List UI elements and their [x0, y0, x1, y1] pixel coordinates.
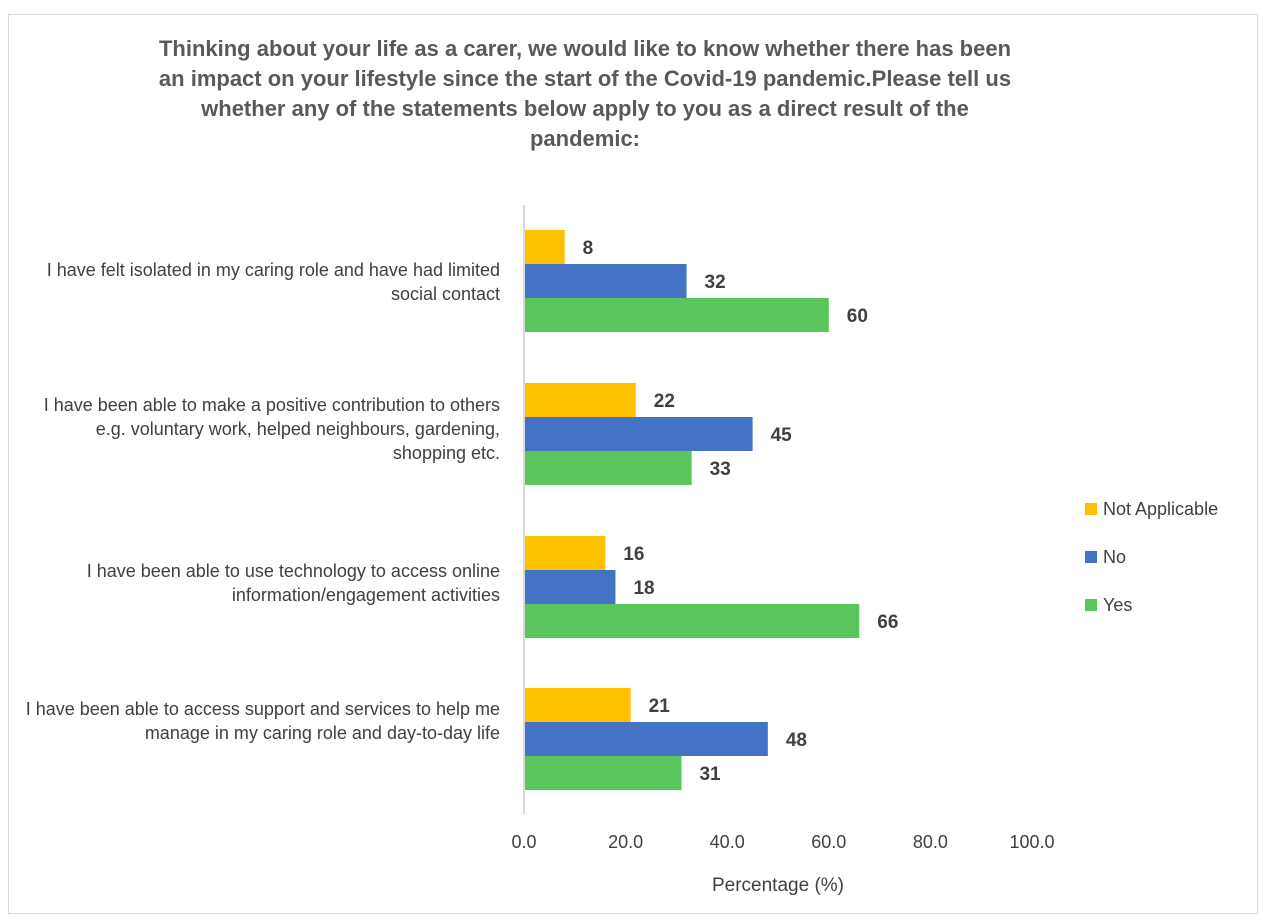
x-tick-label: 20.0 — [608, 832, 643, 852]
category-label: I have been able to make a positive cont… — [43, 395, 500, 463]
legend-label: Yes — [1103, 594, 1133, 615]
chart-title: Thinking about your life as a carer, we … — [158, 36, 1012, 151]
data-label: 8 — [583, 238, 594, 259]
data-label: 22 — [654, 391, 675, 412]
legend-swatch — [1085, 551, 1097, 563]
legend-item-no: No — [1085, 545, 1218, 569]
legend-label: Not Applicable — [1103, 498, 1219, 519]
legend-item-yes: Yes — [1085, 593, 1218, 617]
bar-no — [524, 264, 687, 298]
bar-no — [524, 417, 753, 451]
bar-not-applicable — [524, 383, 636, 417]
bar-not-applicable — [524, 536, 606, 570]
legend-swatch — [1085, 599, 1097, 611]
category-label: I have felt isolated in my caring role a… — [46, 260, 500, 304]
x-axis-label: Percentage (%) — [711, 875, 844, 896]
data-label: 66 — [877, 612, 898, 633]
bar-no — [524, 722, 768, 756]
data-label: 21 — [649, 696, 671, 717]
data-label: 60 — [847, 306, 868, 327]
data-label: 48 — [786, 730, 807, 751]
data-label: 18 — [633, 578, 654, 599]
category-label: I have been able to use technology to ac… — [86, 561, 500, 605]
data-label: 33 — [710, 459, 731, 480]
data-label: 16 — [623, 544, 644, 565]
bar-yes — [524, 756, 682, 790]
legend-swatch — [1085, 503, 1097, 515]
bar-no — [524, 570, 616, 604]
bar-yes — [524, 604, 860, 638]
data-label: 45 — [771, 425, 793, 446]
legend: Not Applicable No Yes — [1085, 497, 1218, 641]
legend-item-not-applicable: Not Applicable — [1085, 497, 1218, 521]
x-tick-label: 60.0 — [811, 832, 846, 852]
data-label: 31 — [699, 764, 721, 785]
x-tick-label: 100.0 — [1009, 832, 1054, 852]
x-tick-label: 40.0 — [710, 832, 745, 852]
data-label: 32 — [705, 272, 726, 293]
x-tick-label: 80.0 — [913, 832, 948, 852]
category-label: I have been able to access support and s… — [25, 699, 500, 743]
bar-not-applicable — [524, 688, 631, 722]
x-tick-label: 0.0 — [511, 832, 536, 852]
bar-yes — [524, 451, 692, 485]
bar-not-applicable — [524, 230, 565, 264]
legend-label: No — [1103, 546, 1127, 567]
bar-yes — [524, 298, 829, 332]
